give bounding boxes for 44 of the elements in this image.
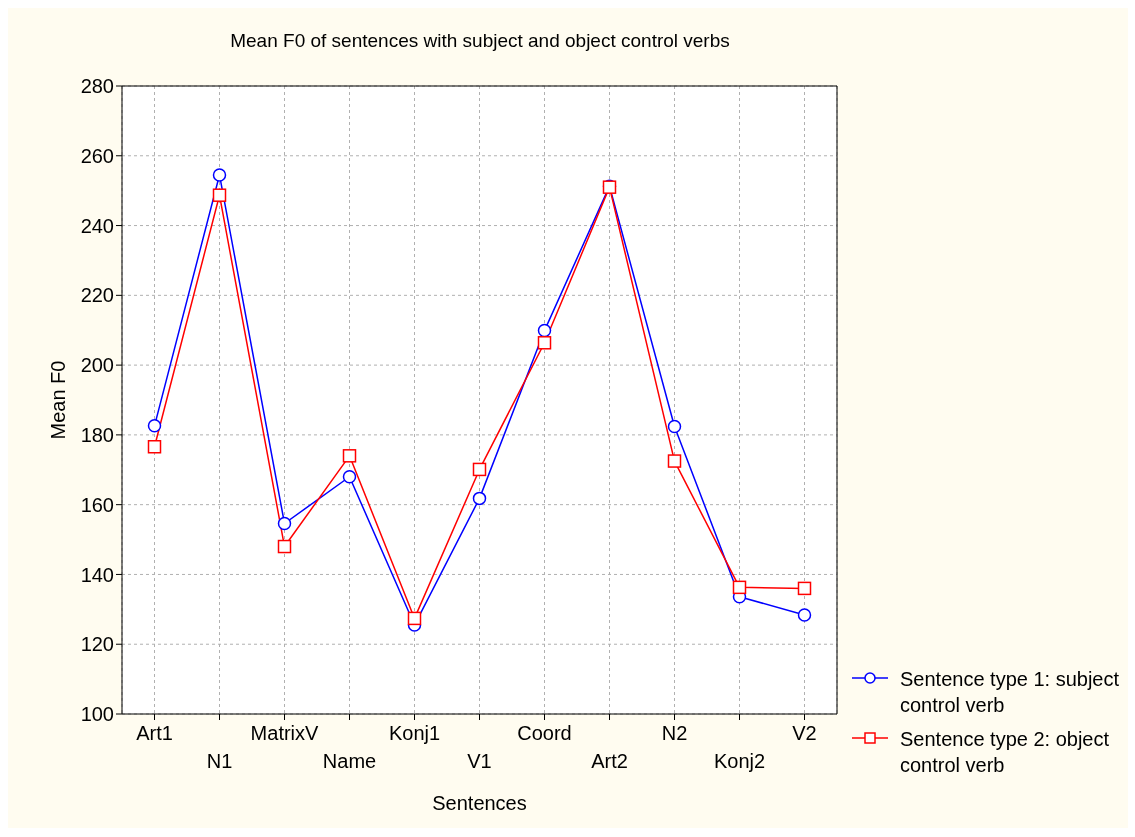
x-tick-label: Konj2 [713, 750, 766, 772]
x-tick-label: Name [322, 750, 377, 772]
x-tick-label: V1 [467, 750, 492, 772]
x-tick-label: Konj1 [388, 722, 441, 744]
x-tick-label: N2 [661, 722, 688, 744]
y-tick-label: 100 [80, 703, 114, 726]
y-tick-label: 180 [80, 423, 114, 446]
point [342, 470, 357, 484]
x-tick-label: MatrixV [250, 722, 320, 744]
x-tick-label: Coord [517, 722, 572, 744]
chart-title: Mean F0 of sentences with subject and object control verbs [229, 30, 731, 52]
point [277, 539, 292, 554]
x-tick-label: Art1 [136, 722, 173, 744]
point [342, 449, 357, 463]
y-axis-title: Mean F0 [47, 360, 70, 440]
point [537, 323, 552, 338]
point [667, 419, 682, 434]
point [147, 440, 162, 454]
x-tick-label: V2 [792, 722, 817, 744]
y-tick-label: 260 [80, 144, 114, 167]
point [537, 336, 552, 350]
point [667, 454, 682, 468]
y-tick-label: 220 [80, 284, 114, 307]
point [212, 168, 227, 182]
x-axis-title: Sentences [432, 792, 527, 814]
y-tick-label: 120 [80, 633, 114, 656]
point [277, 516, 292, 531]
point [407, 611, 422, 626]
point [732, 580, 747, 595]
point [212, 188, 227, 202]
point [147, 419, 162, 433]
y-tick-label: 200 [80, 354, 114, 377]
y-tick-label: 140 [80, 563, 114, 586]
point [797, 581, 812, 596]
point [472, 462, 487, 477]
x-tick-label: N1 [206, 750, 233, 772]
legend-label: Sentence type 1: subject control verb [900, 667, 1120, 718]
point [797, 608, 812, 622]
y-tick-label: 160 [80, 493, 114, 516]
legend-label: Sentence type 2: object control verb [900, 727, 1111, 778]
point [472, 491, 487, 506]
y-tick-label: 240 [80, 214, 114, 237]
y-tick-label: 280 [80, 75, 114, 98]
x-tick-label: Art2 [591, 750, 628, 772]
